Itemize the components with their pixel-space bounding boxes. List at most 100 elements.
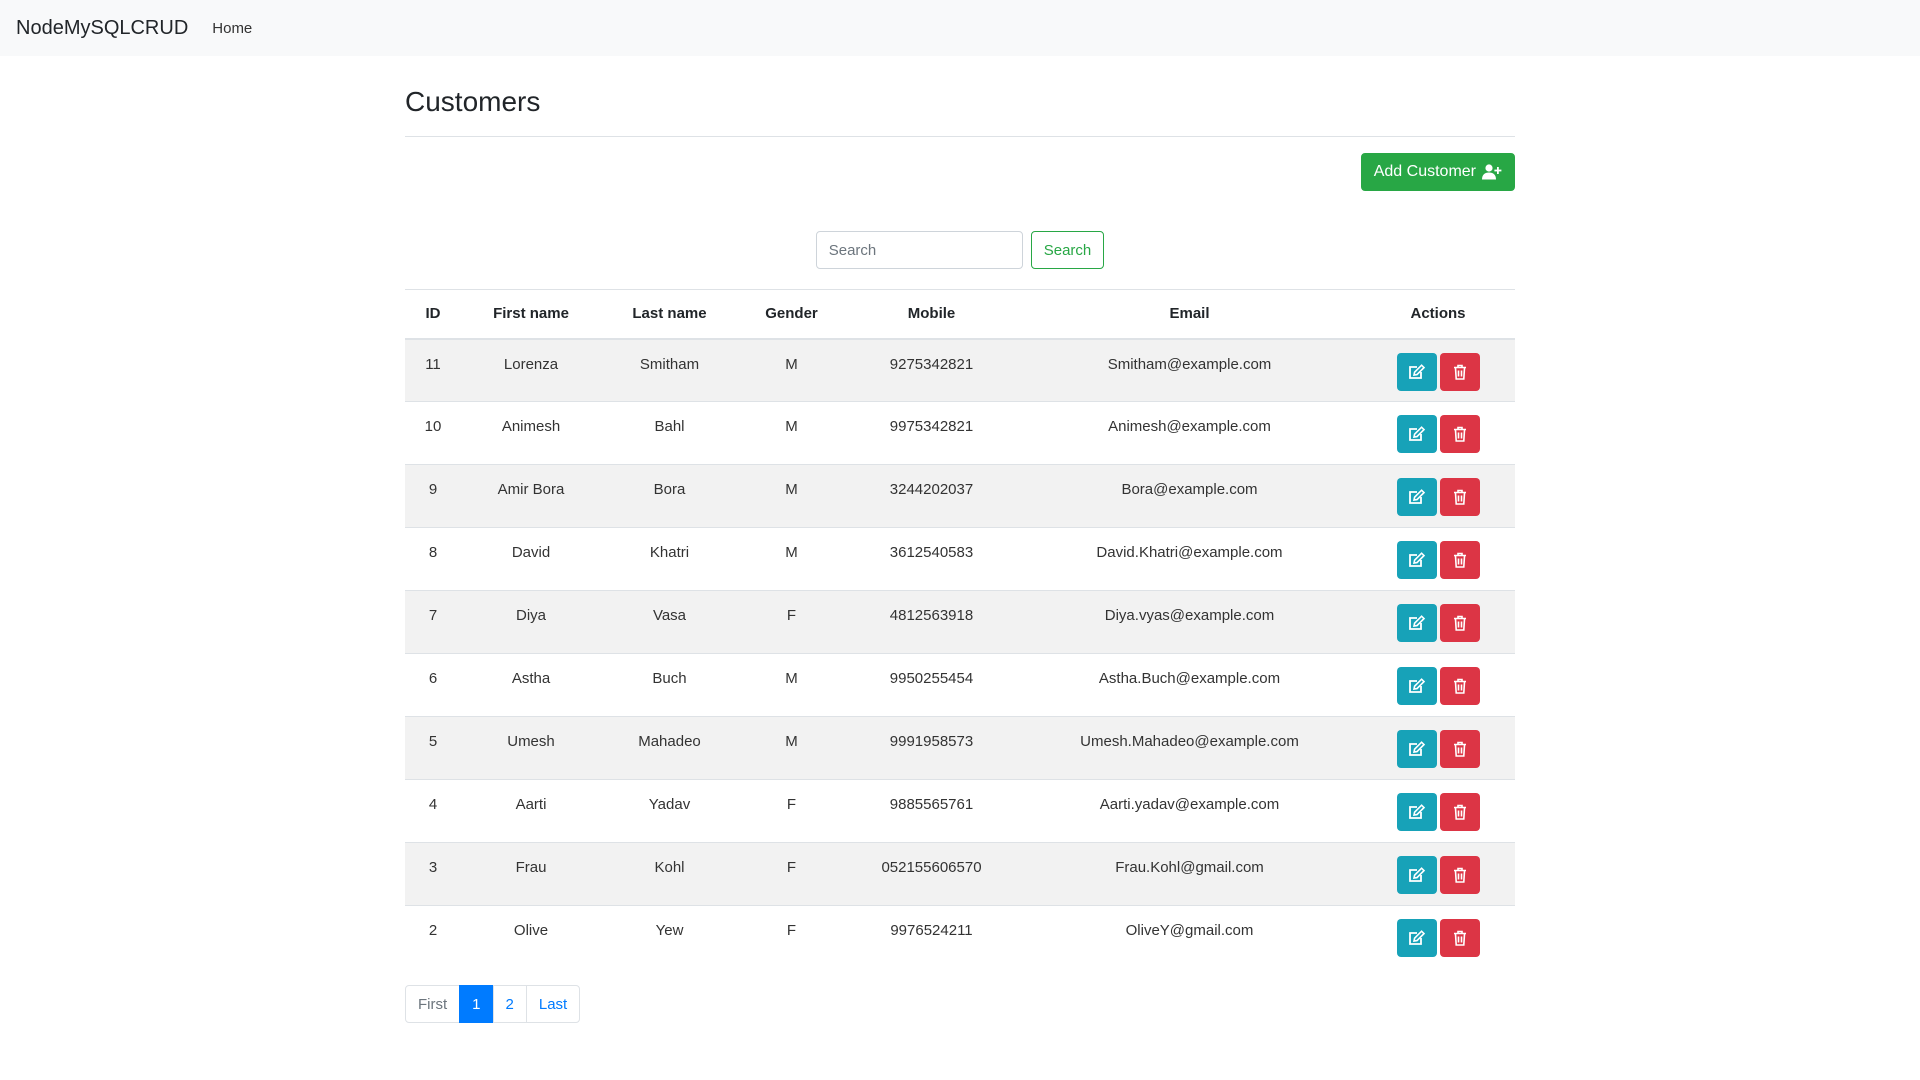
cell-last-name: Yew (601, 905, 738, 969)
cell-actions (1361, 653, 1515, 717)
edit-button[interactable] (1396, 730, 1437, 768)
search-input[interactable] (815, 231, 1023, 269)
delete-button[interactable] (1439, 352, 1480, 391)
delete-button[interactable] (1439, 730, 1480, 768)
delete-button[interactable] (1439, 667, 1480, 705)
customers-table: ID First name Last name Gender Mobile Em… (405, 289, 1515, 969)
cell-mobile: 052155606570 (845, 842, 1018, 906)
cell-actions (1361, 527, 1515, 591)
cell-actions (1361, 338, 1515, 402)
cell-email: Diya.vyas@example.com (1018, 590, 1361, 654)
delete-button[interactable] (1439, 919, 1480, 957)
cell-first-name: Lorenza (461, 338, 601, 402)
trash-icon (1453, 489, 1466, 505)
cell-gender: M (738, 464, 845, 528)
page-2[interactable]: 2 (492, 985, 527, 1023)
page-1[interactable]: 1 (459, 985, 494, 1023)
edit-button[interactable] (1396, 352, 1437, 391)
table-row: 5 Umesh Mahadeo M 9991958573 Umesh.Mahadeo@ex… (405, 716, 1515, 780)
delete-button[interactable] (1439, 793, 1480, 831)
cell-email: David.Khatri@example.com (1018, 527, 1361, 591)
navbar: NodeMySQLCRUD Home (0, 0, 1920, 56)
cell-gender: M (738, 338, 845, 402)
cell-last-name: Vasa (601, 590, 738, 654)
header-id: ID (405, 289, 461, 340)
cell-mobile: 9885565761 (845, 779, 1018, 843)
header-mobile: Mobile (845, 289, 1018, 340)
navbar-brand[interactable]: NodeMySQLCRUD (16, 16, 189, 39)
table-row: 4 Aarti Yadav F 9885565761 Aarti.yadav@exampl… (405, 779, 1515, 843)
edit-button[interactable] (1396, 415, 1437, 453)
cell-id: 7 (405, 590, 461, 654)
nav-link-home[interactable]: Home (212, 19, 253, 37)
edit-icon (1408, 552, 1425, 567)
cell-last-name: Khatri (601, 527, 738, 591)
user-plus-icon (1482, 164, 1502, 180)
table-row: 11 Lorenza Smitham M 9275342821 Smitham@examp… (405, 338, 1515, 402)
page-title: Customers (405, 86, 541, 117)
search-form: Search (405, 231, 1515, 269)
delete-button[interactable] (1439, 856, 1480, 894)
delete-button[interactable] (1439, 478, 1480, 516)
edit-button[interactable] (1396, 793, 1437, 831)
edit-button[interactable] (1396, 856, 1437, 894)
table-header-row: ID First name Last name Gender Mobile Em… (405, 289, 1515, 340)
cell-email: Bora@example.com (1018, 464, 1361, 528)
cell-mobile: 3612540583 (845, 527, 1018, 591)
cell-id: 6 (405, 653, 461, 717)
header-first-name: First name (461, 289, 601, 340)
cell-mobile: 9976524211 (845, 905, 1018, 969)
cell-actions (1361, 464, 1515, 528)
cell-id: 4 (405, 779, 461, 843)
edit-button[interactable] (1396, 541, 1437, 579)
table-row: 7 Diya Vasa F 4812563918 Diya.vyas@example.co… (405, 590, 1515, 654)
table-row: 3 Frau Kohl F 052155606570 Frau.Kohl@gmail.co… (405, 842, 1515, 906)
header-actions: Actions (1361, 289, 1515, 340)
trash-icon (1453, 678, 1466, 694)
cell-id: 5 (405, 716, 461, 780)
trash-icon (1453, 741, 1466, 757)
edit-icon (1408, 678, 1425, 693)
pagination: First 1 2 Last (405, 985, 581, 1023)
title-divider (405, 136, 1515, 137)
cell-id: 8 (405, 527, 461, 591)
page-last[interactable]: Last (525, 985, 581, 1023)
cell-mobile: 9975342821 (845, 401, 1018, 465)
cell-first-name: David (461, 527, 601, 591)
delete-button[interactable] (1439, 604, 1480, 642)
edit-icon (1408, 930, 1425, 945)
cell-first-name: Astha (461, 653, 601, 717)
cell-actions (1361, 401, 1515, 465)
edit-button[interactable] (1396, 919, 1437, 957)
cell-first-name: Frau (461, 842, 601, 906)
cell-gender: F (738, 590, 845, 654)
delete-button[interactable] (1439, 415, 1480, 453)
cell-mobile: 9950255454 (845, 653, 1018, 717)
trash-icon (1453, 804, 1466, 820)
add-customer-button[interactable]: Add Customer (1360, 153, 1515, 191)
table-row: 8 David Khatri M 3612540583 David.Khatri@exam… (405, 527, 1515, 591)
table-row: 2 Olive Yew F 9976524211 OliveY@gmail.com (405, 905, 1515, 969)
edit-button[interactable] (1396, 667, 1437, 705)
cell-first-name: Umesh (461, 716, 601, 780)
delete-button[interactable] (1439, 541, 1480, 579)
cell-mobile: 9275342821 (845, 338, 1018, 402)
cell-email: Animesh@example.com (1018, 401, 1361, 465)
header-email: Email (1018, 289, 1361, 340)
header-last-name: Last name (601, 289, 738, 340)
cell-gender: M (738, 527, 845, 591)
cell-first-name: Olive (461, 905, 601, 969)
cell-id: 2 (405, 905, 461, 969)
cell-gender: F (738, 779, 845, 843)
cell-id: 3 (405, 842, 461, 906)
edit-button[interactable] (1396, 604, 1437, 642)
cell-id: 11 (405, 338, 461, 402)
cell-id: 10 (405, 401, 461, 465)
cell-email: Smitham@example.com (1018, 338, 1361, 402)
search-button[interactable]: Search (1030, 231, 1105, 269)
cell-email: Umesh.Mahadeo@example.com (1018, 716, 1361, 780)
edit-button[interactable] (1396, 478, 1437, 516)
cell-gender: F (738, 905, 845, 969)
trash-icon (1453, 426, 1466, 442)
cell-last-name: Mahadeo (601, 716, 738, 780)
